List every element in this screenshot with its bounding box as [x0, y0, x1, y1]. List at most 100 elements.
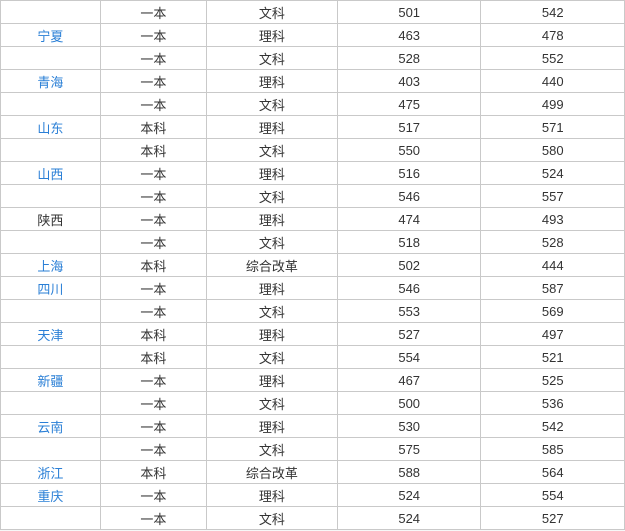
province-link[interactable]: 云南	[37, 420, 63, 435]
batch-cell: 本科	[100, 346, 206, 369]
province-link[interactable]: 山东	[37, 121, 63, 136]
province-link[interactable]: 浙江	[37, 466, 63, 481]
province-cell	[1, 93, 101, 116]
province-link[interactable]: 上海	[37, 259, 63, 274]
batch-cell: 本科	[100, 139, 206, 162]
table-row: 宁夏一本理科463478	[1, 24, 625, 47]
batch-cell: 一本	[100, 185, 206, 208]
province-text: 陕西	[37, 213, 63, 228]
subject-cell: 文科	[206, 346, 337, 369]
province-cell	[1, 139, 101, 162]
table-row: 一本文科553569	[1, 300, 625, 323]
table-row: 一本文科524527	[1, 507, 625, 530]
subject-cell: 理科	[206, 162, 337, 185]
score2-cell: 444	[481, 254, 625, 277]
score1-cell: 501	[337, 1, 481, 24]
score2-cell: 536	[481, 392, 625, 415]
subject-cell: 理科	[206, 70, 337, 93]
subject-cell: 理科	[206, 484, 337, 507]
table-row: 陕西一本理科474493	[1, 208, 625, 231]
score-table-container: 一本文科501542宁夏一本理科463478一本文科528552青海一本理科40…	[0, 0, 625, 530]
batch-cell: 一本	[100, 438, 206, 461]
score2-cell: 554	[481, 484, 625, 507]
score2-cell: 564	[481, 461, 625, 484]
score1-cell: 516	[337, 162, 481, 185]
subject-cell: 理科	[206, 208, 337, 231]
score1-cell: 554	[337, 346, 481, 369]
table-row: 一本文科518528	[1, 231, 625, 254]
score1-cell: 546	[337, 185, 481, 208]
subject-cell: 理科	[206, 369, 337, 392]
province-cell: 重庆	[1, 484, 101, 507]
score2-cell: 521	[481, 346, 625, 369]
score2-cell: 440	[481, 70, 625, 93]
province-link[interactable]: 四川	[37, 282, 63, 297]
province-cell: 宁夏	[1, 24, 101, 47]
province-cell	[1, 47, 101, 70]
subject-cell: 文科	[206, 438, 337, 461]
score1-cell: 524	[337, 484, 481, 507]
province-cell: 上海	[1, 254, 101, 277]
province-cell: 山东	[1, 116, 101, 139]
province-cell: 青海	[1, 70, 101, 93]
table-row: 一本文科546557	[1, 185, 625, 208]
batch-cell: 一本	[100, 93, 206, 116]
score2-cell: 497	[481, 323, 625, 346]
subject-cell: 理科	[206, 24, 337, 47]
subject-cell: 综合改革	[206, 461, 337, 484]
subject-cell: 文科	[206, 139, 337, 162]
province-link[interactable]: 新疆	[37, 374, 63, 389]
batch-cell: 本科	[100, 323, 206, 346]
batch-cell: 一本	[100, 70, 206, 93]
table-row: 一本文科528552	[1, 47, 625, 70]
score1-cell: 527	[337, 323, 481, 346]
score1-cell: 530	[337, 415, 481, 438]
score1-cell: 403	[337, 70, 481, 93]
score2-cell: 542	[481, 415, 625, 438]
batch-cell: 一本	[100, 484, 206, 507]
score1-cell: 575	[337, 438, 481, 461]
province-cell	[1, 346, 101, 369]
subject-cell: 文科	[206, 1, 337, 24]
score1-cell: 524	[337, 507, 481, 530]
batch-cell: 本科	[100, 461, 206, 484]
subject-cell: 文科	[206, 231, 337, 254]
score2-cell: 525	[481, 369, 625, 392]
batch-cell: 一本	[100, 507, 206, 530]
score2-cell: 528	[481, 231, 625, 254]
batch-cell: 一本	[100, 392, 206, 415]
batch-cell: 本科	[100, 116, 206, 139]
score2-cell: 552	[481, 47, 625, 70]
province-link[interactable]: 重庆	[37, 489, 63, 504]
province-cell	[1, 507, 101, 530]
province-cell	[1, 392, 101, 415]
score2-cell: 585	[481, 438, 625, 461]
table-row: 一本文科501542	[1, 1, 625, 24]
province-link[interactable]: 山西	[37, 167, 63, 182]
province-cell	[1, 1, 101, 24]
subject-cell: 文科	[206, 47, 337, 70]
table-row: 一本文科575585	[1, 438, 625, 461]
province-link[interactable]: 青海	[37, 75, 63, 90]
province-link[interactable]: 天津	[37, 328, 63, 343]
province-cell: 山西	[1, 162, 101, 185]
province-cell: 四川	[1, 277, 101, 300]
province-link[interactable]: 宁夏	[37, 29, 63, 44]
score1-cell: 528	[337, 47, 481, 70]
province-cell: 云南	[1, 415, 101, 438]
table-row: 一本文科500536	[1, 392, 625, 415]
score1-cell: 502	[337, 254, 481, 277]
province-cell	[1, 438, 101, 461]
score1-cell: 475	[337, 93, 481, 116]
batch-cell: 一本	[100, 47, 206, 70]
province-cell	[1, 185, 101, 208]
subject-cell: 文科	[206, 300, 337, 323]
score1-cell: 588	[337, 461, 481, 484]
subject-cell: 文科	[206, 507, 337, 530]
table-row: 山西一本理科516524	[1, 162, 625, 185]
score2-cell: 524	[481, 162, 625, 185]
subject-cell: 文科	[206, 185, 337, 208]
table-row: 青海 一本理科403440	[1, 70, 625, 93]
batch-cell: 一本	[100, 415, 206, 438]
table-row: 山东本科理科517571	[1, 116, 625, 139]
